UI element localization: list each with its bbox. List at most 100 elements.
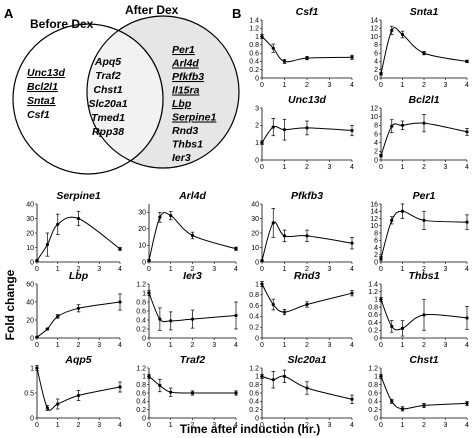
- chart-ier3: Ier3 0 0.2 0.4 0.6 0.8 1 1.2 0 1 2 3 4: [136, 270, 238, 349]
- panel-b-letter: B: [232, 6, 241, 21]
- y-tick-label: 0: [374, 75, 378, 82]
- y-tick-label: 1: [30, 365, 34, 372]
- after-only-gene: Serpine1: [172, 112, 217, 124]
- x-tick-label: 2: [77, 422, 81, 429]
- x-tick-label: 4: [465, 266, 469, 273]
- y-tick-label: 0: [255, 157, 259, 164]
- data-point: [118, 247, 122, 251]
- data-point: [305, 386, 309, 390]
- y-tick-label: 2: [255, 123, 259, 130]
- y-tick-label: 10: [370, 223, 378, 230]
- data-point: [350, 55, 354, 59]
- after-only-gene: Lbp: [172, 98, 192, 110]
- data-point: [422, 218, 426, 222]
- x-tick-label: 1: [283, 342, 287, 349]
- y-tick-label: 0.4: [249, 314, 259, 321]
- y-tick-label: 0.6: [368, 312, 378, 319]
- chart-title: Aqp5: [64, 354, 91, 366]
- data-point: [465, 316, 469, 320]
- y-tick-label: 4: [374, 59, 378, 66]
- data-point: [56, 222, 60, 226]
- data-point: [190, 391, 195, 395]
- y-tick-label: 12: [370, 216, 378, 223]
- data-point: [282, 59, 287, 64]
- data-point: [271, 46, 275, 50]
- x-tick-label: 0: [147, 342, 151, 349]
- time-axis-label: Time after induction (hr.): [180, 422, 320, 436]
- x-tick-label: 4: [234, 342, 238, 349]
- after-only-gene: Arl4d: [171, 58, 199, 70]
- series-line: [380, 27, 468, 74]
- y-tick-label: 0.6: [136, 390, 146, 397]
- x-tick-label: 0: [260, 422, 264, 429]
- y-tick-label: 0.4: [249, 399, 259, 406]
- y-tick-label: 0.2: [249, 67, 259, 74]
- data-point: [282, 374, 287, 378]
- x-tick-label: 0: [379, 82, 383, 89]
- overlap-gene: Rpp38: [92, 126, 124, 138]
- y-tick-label: 8: [374, 42, 378, 49]
- x-tick-label: 3: [328, 82, 332, 89]
- x-tick-label: 3: [328, 266, 332, 273]
- y-tick-label: 0: [374, 335, 378, 342]
- data-point: [350, 128, 354, 133]
- data-point: [169, 214, 173, 218]
- data-point: [465, 59, 469, 64]
- data-point: [305, 56, 309, 60]
- y-tick-label: 10: [251, 245, 259, 252]
- y-tick-label: 10: [370, 34, 378, 41]
- data-point: [305, 302, 309, 307]
- chart-aqp5: Aqp5 0 0.5 1 0 1 2 3 4: [24, 354, 122, 429]
- data-point: [422, 403, 426, 408]
- chart-title: Chst1: [409, 354, 438, 366]
- data-point: [282, 234, 287, 238]
- venn-diagram: A Before Dex After Dex Unc13d Bcl2l1 Snta1…: [4, 3, 240, 175]
- data-point: [350, 241, 354, 245]
- y-tick-label: 40: [26, 299, 34, 306]
- chart-title: Traf2: [180, 354, 206, 366]
- after-only-gene: Rnd3: [172, 125, 198, 137]
- series-line: [36, 367, 121, 411]
- y-tick-label: 2: [374, 252, 378, 259]
- y-tick-label: 20: [26, 317, 34, 324]
- chart-unc13d: Unc13d 0 1 2 3 0 1 2 3 4: [255, 94, 354, 171]
- y-tick-label: 60: [26, 281, 34, 288]
- y-tick-label: 0.4: [136, 399, 146, 406]
- data-point: [118, 300, 122, 304]
- data-point: [234, 313, 238, 318]
- y-tick-label: 20: [138, 226, 146, 233]
- y-tick-label: 0.8: [136, 382, 146, 389]
- y-tick-label: 1: [255, 281, 259, 288]
- y-tick-label: 8: [374, 230, 378, 237]
- y-tick-label: 0.4: [249, 59, 259, 66]
- series-line: [261, 283, 353, 313]
- y-tick-label: 0.4: [368, 399, 378, 406]
- data-point: [422, 51, 426, 55]
- before-only-gene: Snta1: [27, 95, 56, 107]
- x-tick-label: 4: [118, 342, 122, 349]
- x-tick-label: 3: [328, 342, 332, 349]
- y-tick-label: 1: [374, 297, 378, 304]
- data-point: [282, 310, 287, 314]
- data-point: [400, 123, 405, 127]
- before-only-gene: Bcl2l1: [27, 81, 58, 93]
- y-tick-label: 8: [374, 123, 378, 130]
- data-point: [260, 258, 264, 263]
- y-tick-label: 10: [26, 245, 34, 252]
- x-tick-label: 2: [191, 422, 195, 429]
- y-tick-label: 0.2: [136, 407, 146, 414]
- x-tick-label: 1: [401, 342, 405, 349]
- y-tick-label: 14: [370, 209, 378, 216]
- y-tick-label: 1: [255, 140, 259, 147]
- data-point: [56, 402, 60, 406]
- x-tick-label: 2: [422, 422, 426, 429]
- data-point: [400, 407, 405, 411]
- y-tick-label: 6: [374, 131, 378, 138]
- y-tick-label: 20: [251, 230, 259, 237]
- chart-rnd3: Rnd3 0 0.2 0.4 0.6 0.8 1 0 1 2 3 4: [249, 270, 354, 349]
- chart-title: Bcl2l1: [409, 94, 440, 106]
- x-tick-label: 0: [147, 422, 151, 429]
